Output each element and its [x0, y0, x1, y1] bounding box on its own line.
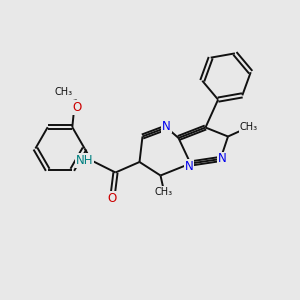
Text: N: N [162, 119, 171, 133]
Text: O: O [72, 101, 81, 114]
Text: NH: NH [76, 154, 93, 167]
Text: O: O [108, 191, 117, 205]
Text: CH₃: CH₃ [154, 187, 172, 197]
Text: CH₃: CH₃ [54, 87, 72, 97]
Text: N: N [218, 152, 226, 166]
Text: CH₃: CH₃ [240, 122, 258, 133]
Text: N: N [184, 160, 194, 173]
